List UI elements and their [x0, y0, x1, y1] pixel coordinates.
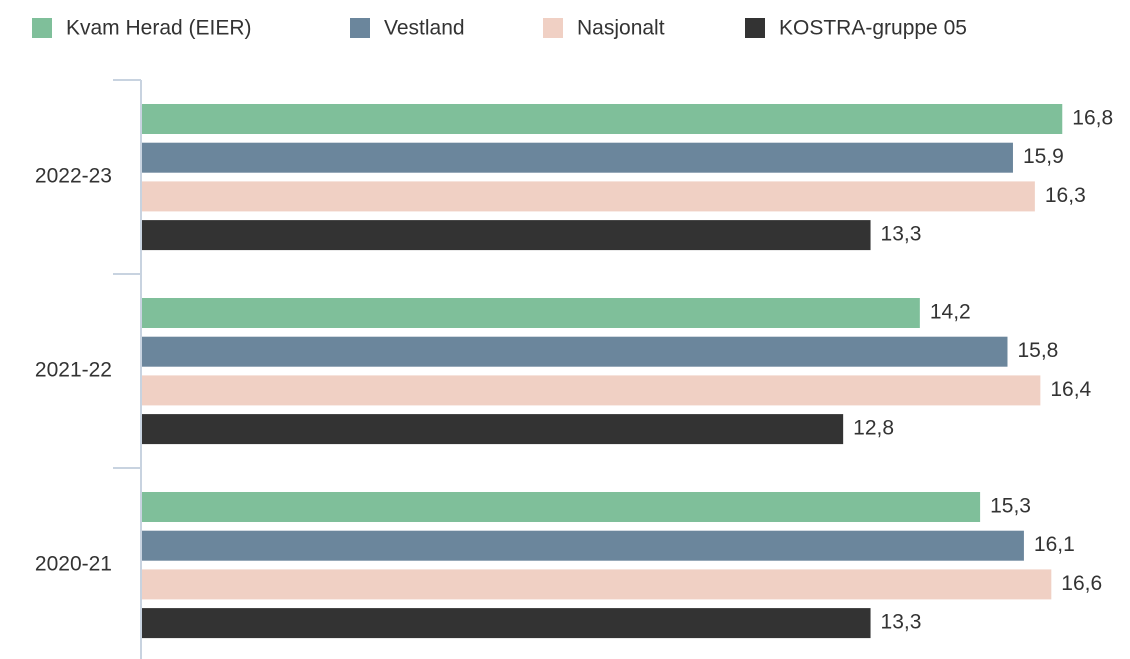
bar — [142, 608, 871, 639]
value-label: 16,1 — [1034, 533, 1075, 556]
bar — [142, 336, 1008, 367]
legend-label: KOSTRA-gruppe 05 — [779, 17, 967, 40]
value-label: 16,6 — [1061, 572, 1102, 595]
value-label: 14,2 — [930, 301, 971, 324]
legend-label: Vestland — [384, 17, 465, 40]
legend-swatch — [543, 18, 563, 38]
bar — [142, 569, 1052, 600]
bar — [142, 414, 844, 445]
bar — [142, 298, 920, 328]
value-label: 16,3 — [1045, 184, 1086, 207]
bar — [142, 104, 1063, 134]
bar — [142, 181, 1035, 212]
legend-label: Nasjonalt — [577, 17, 665, 40]
value-label: 13,3 — [881, 223, 922, 246]
bar — [142, 375, 1041, 406]
value-label: 15,3 — [990, 495, 1031, 518]
y-tick-label: 2021-22 — [35, 359, 112, 382]
value-label: 15,8 — [1017, 339, 1058, 362]
legend-label: Kvam Herad (EIER) — [66, 17, 252, 40]
y-tick-label: 2020-21 — [35, 553, 112, 576]
bar — [142, 530, 1024, 561]
y-tick-label: 2022-23 — [35, 165, 112, 188]
value-label: 15,9 — [1023, 145, 1064, 168]
value-label: 12,8 — [853, 417, 894, 440]
legend-swatch — [32, 18, 52, 38]
bar — [142, 142, 1013, 173]
bar — [142, 220, 871, 251]
value-label: 16,8 — [1072, 107, 1113, 130]
legend-swatch — [350, 18, 370, 38]
legend-swatch — [745, 18, 765, 38]
value-label: 13,3 — [881, 611, 922, 634]
value-label: 16,4 — [1050, 378, 1091, 401]
bar — [142, 492, 981, 522]
